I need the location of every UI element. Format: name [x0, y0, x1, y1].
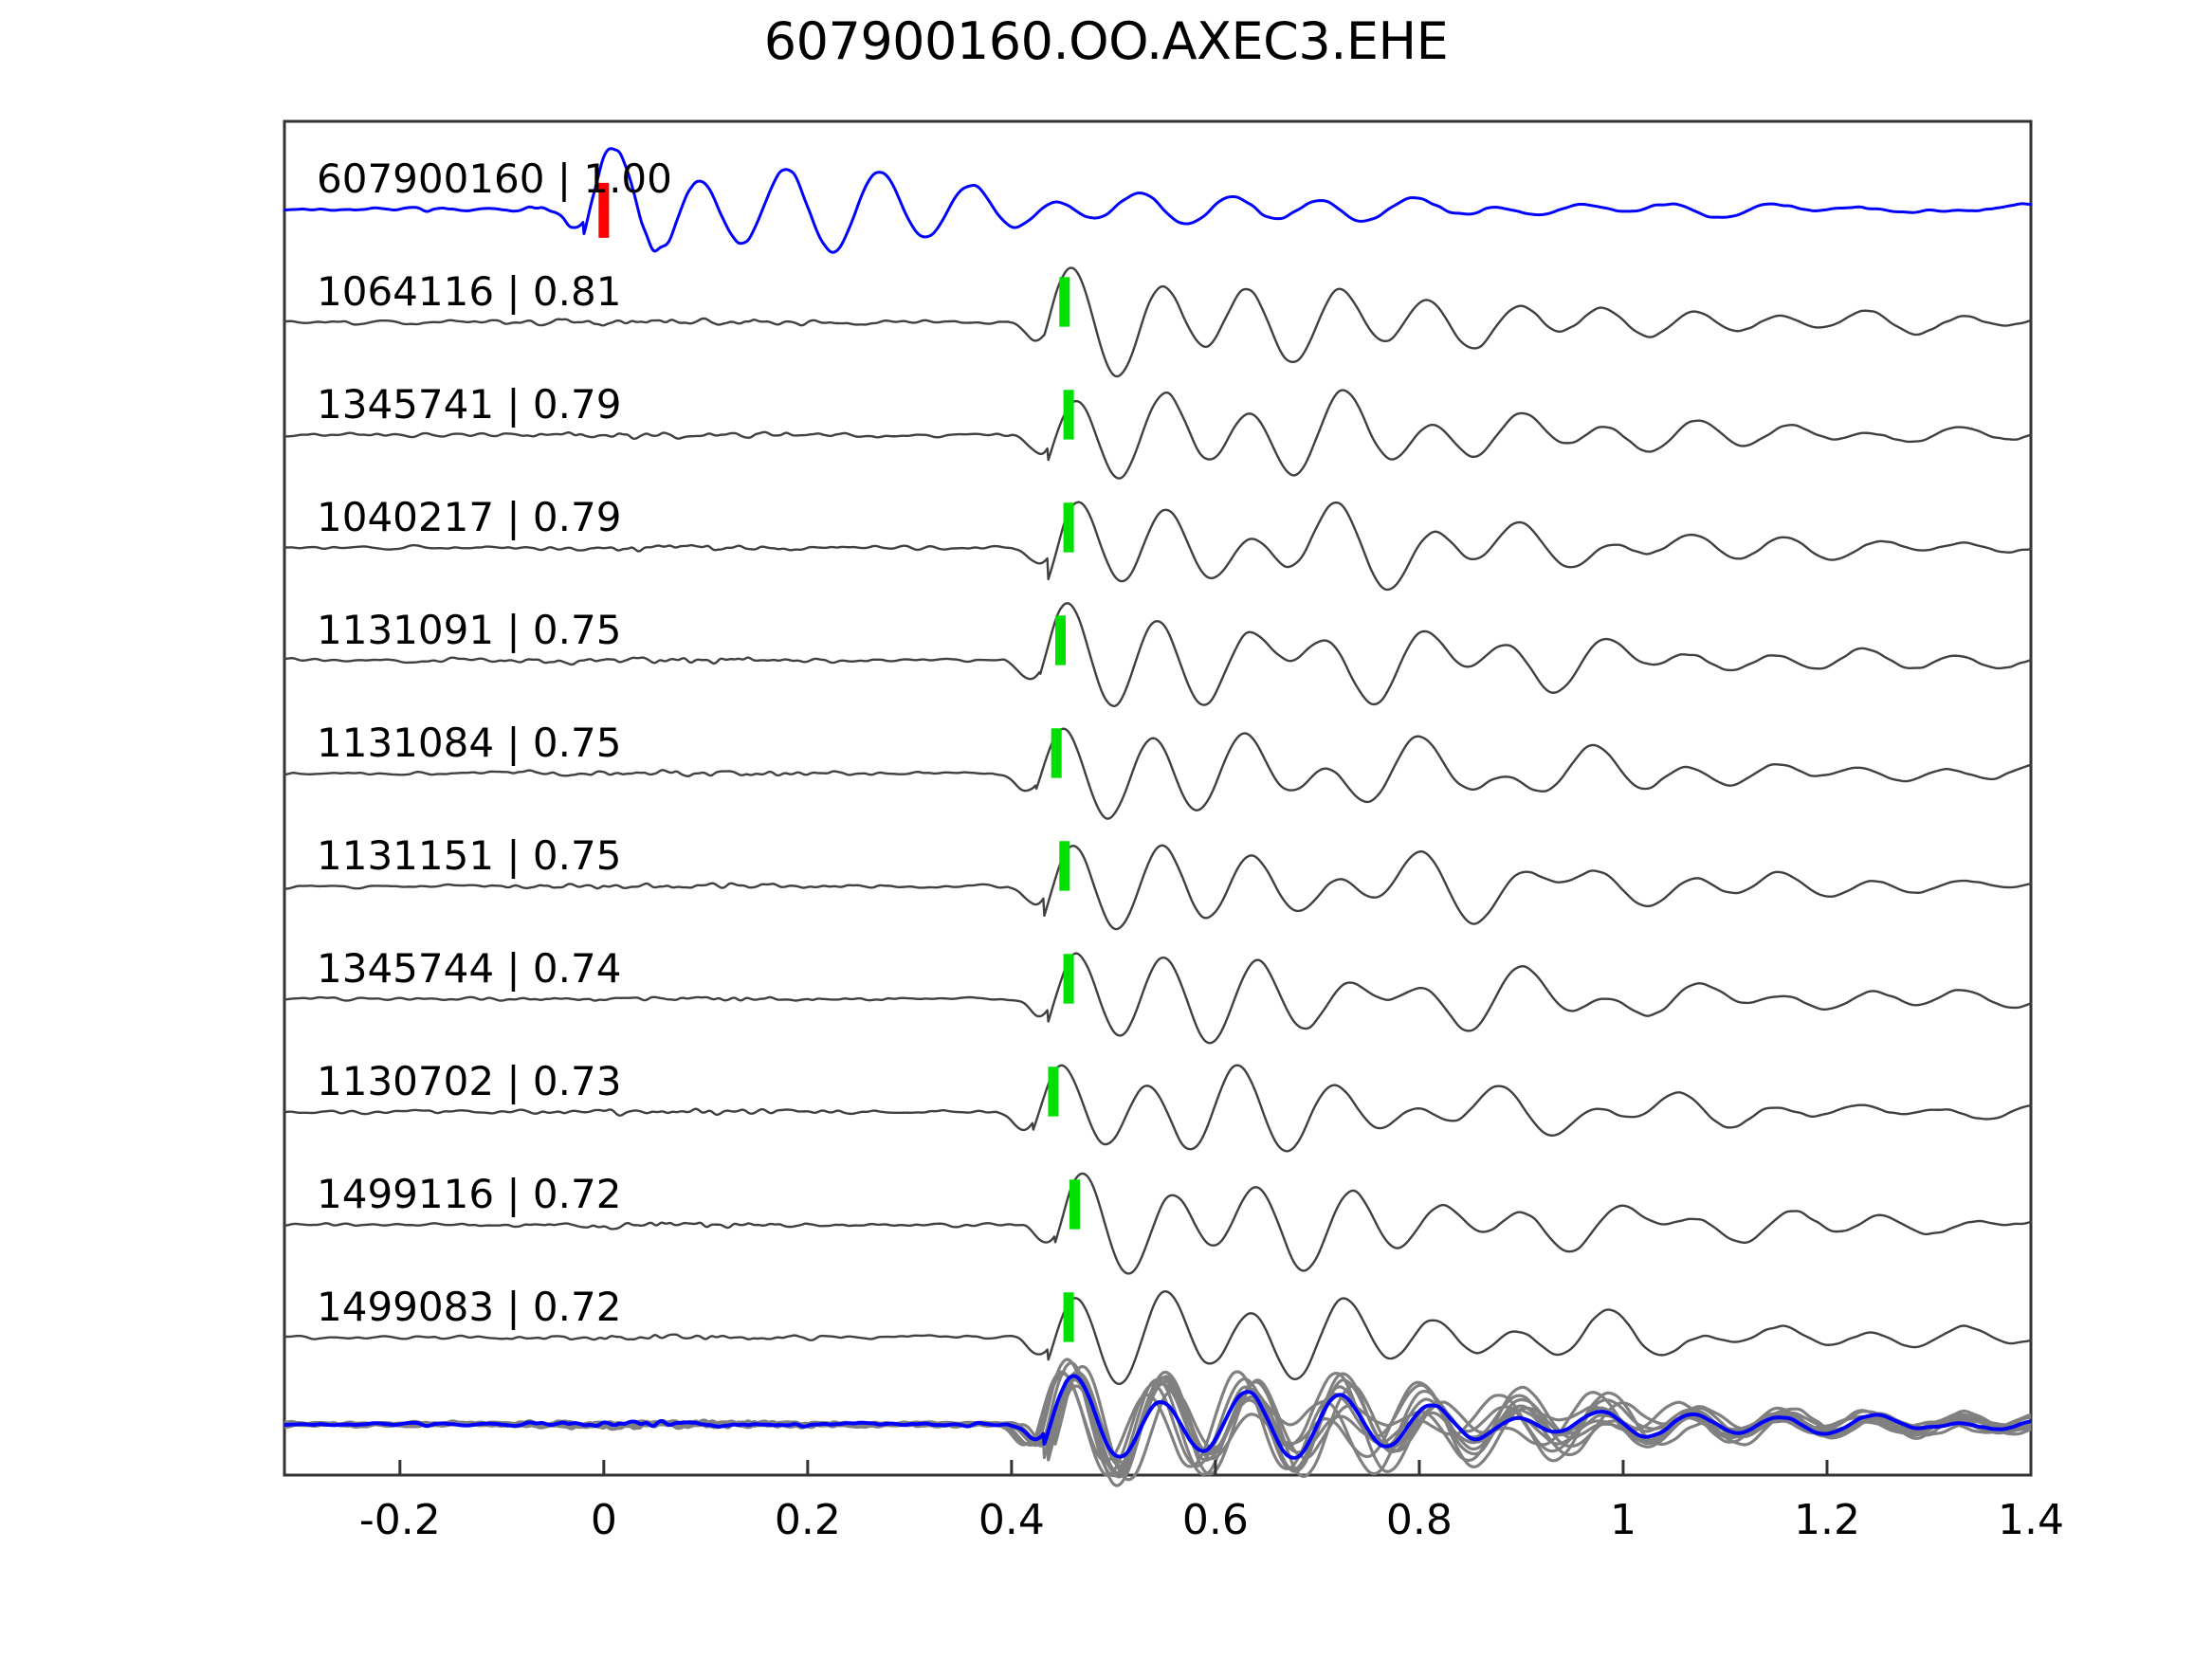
waveform-trace	[283, 266, 2033, 378]
trace-label: 1130702 | 0.73	[317, 1058, 621, 1104]
trace-label: 1345741 | 0.79	[317, 381, 621, 428]
trace-label: 1499116 | 0.72	[317, 1171, 621, 1217]
waveform-trace	[283, 727, 2033, 820]
stack-overlay-trace	[283, 1370, 2032, 1479]
axes-frame	[283, 119, 2033, 1477]
x-tick-label: 1	[1610, 1496, 1636, 1544]
trace-label: 1345744 | 0.74	[317, 945, 621, 992]
x-tick-label: 0	[591, 1496, 617, 1544]
x-tick-label: 1.2	[1794, 1496, 1860, 1544]
waveform-trace	[283, 1172, 2033, 1275]
trace-label: 1499083 | 0.72	[317, 1284, 621, 1330]
waveform-trace	[283, 147, 2033, 254]
waveform-trace	[283, 602, 2033, 708]
x-tick-label: -0.2	[359, 1496, 441, 1544]
trace-labels: 607900160 | 1.00 1064116 | 0.81 1345741 | …	[317, 155, 672, 1330]
trace-label: 1040217 | 0.79	[317, 494, 621, 540]
waveform-trace	[283, 389, 2033, 480]
x-axis-ticks: -0.2 0 0.2 0.4 0.6 0.8 1 1.2 1.4	[359, 1460, 2064, 1544]
trace-label: 1131151 | 0.75	[317, 832, 621, 879]
x-tick-label: 0.6	[1182, 1496, 1249, 1544]
x-tick-label: 0.2	[775, 1496, 841, 1544]
trace-label: 607900160 | 1.00	[317, 155, 672, 202]
waveform-trace	[283, 1290, 2033, 1386]
trace-label: 1131084 | 0.75	[317, 720, 621, 766]
x-tick-label: 1.4	[1998, 1496, 2064, 1544]
trace-label: 1131091 | 0.75	[317, 607, 621, 653]
waveform-trace	[283, 501, 2033, 592]
stack-template-trace	[283, 1374, 2032, 1460]
waveform-trace	[283, 952, 2033, 1045]
waveform-trace	[283, 844, 2033, 931]
phase-pick-markers	[598, 182, 1081, 1342]
trace-label: 1064116 | 0.81	[317, 268, 621, 315]
waveform-trace	[283, 1064, 2033, 1153]
x-tick-label: 0.4	[978, 1496, 1045, 1544]
page-title: 607900160.OO.AXEC3.EHE	[763, 11, 1449, 71]
x-tick-label: 0.8	[1386, 1496, 1453, 1544]
waveform-traces	[283, 147, 2033, 1487]
